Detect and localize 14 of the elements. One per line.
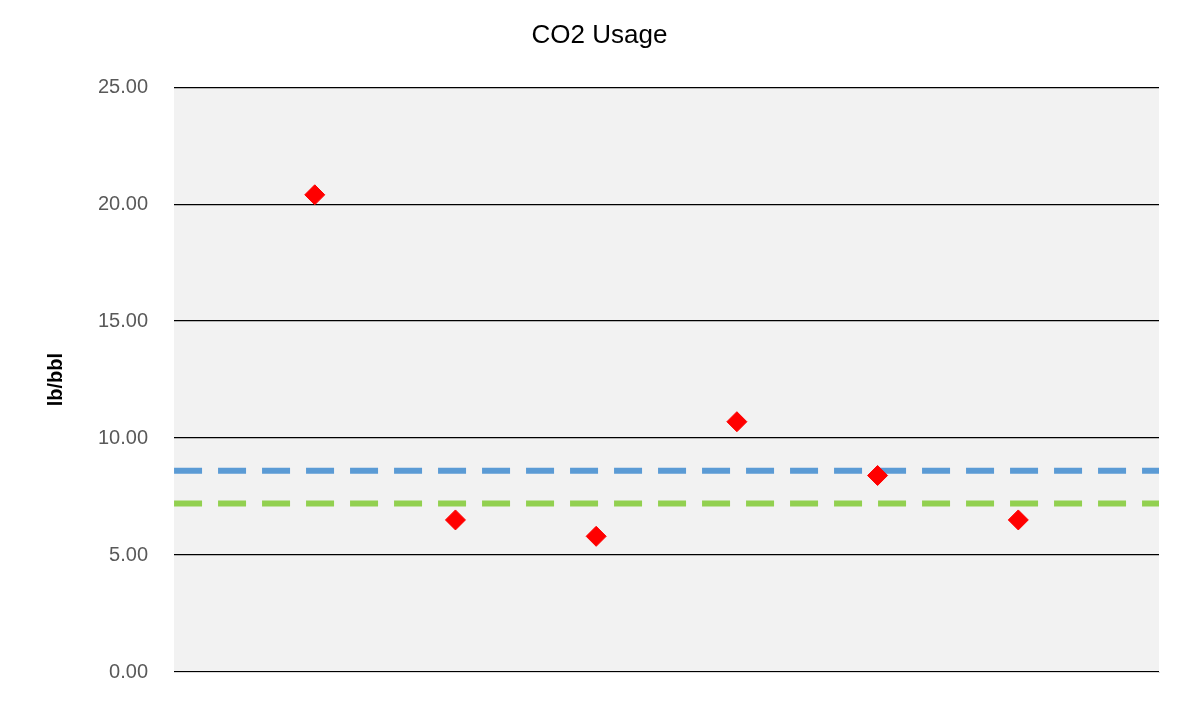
point — [585, 525, 607, 547]
y-tick-label: 5.00 — [109, 542, 149, 565]
point — [444, 509, 466, 531]
y-tick-label: 25.00 — [97, 74, 149, 97]
point — [726, 411, 748, 433]
point — [304, 184, 326, 206]
y-tick-label: 20.00 — [97, 191, 149, 214]
y-axis-title: lb/bbl — [43, 352, 66, 407]
y-tick-label: 0.00 — [109, 659, 149, 682]
y-tick-label: 10.00 — [97, 425, 149, 448]
point — [1007, 509, 1029, 531]
chart-title: CO2 Usage — [531, 18, 668, 49]
y-tick-label: 15.00 — [97, 308, 149, 331]
point — [867, 465, 889, 487]
